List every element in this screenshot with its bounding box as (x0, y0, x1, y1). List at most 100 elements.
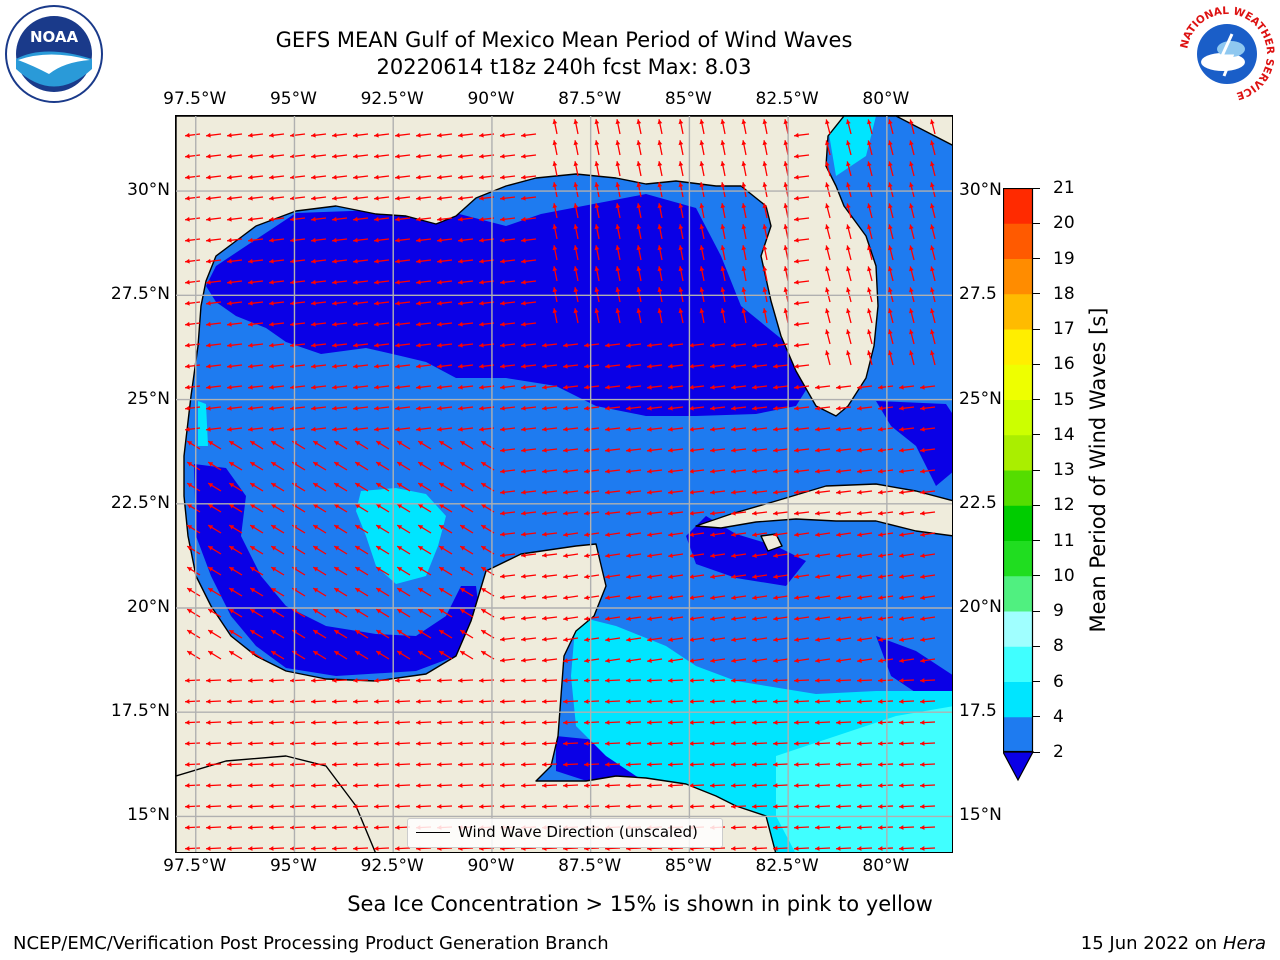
wind-arrow (458, 384, 474, 390)
wind-arrow (186, 566, 201, 576)
wind-arrow (605, 342, 621, 348)
wind-arrow (333, 545, 348, 555)
wind-arrow (562, 762, 579, 767)
wind-arrow (437, 153, 453, 159)
wind-arrow (678, 119, 684, 135)
wind-arrow (731, 595, 747, 600)
wind-arrow (668, 363, 684, 369)
wind-arrow (438, 461, 453, 471)
wind-arrow (206, 384, 222, 390)
wind-arrow (751, 762, 768, 767)
wind-arrow (584, 658, 600, 663)
wind-arrow (856, 720, 873, 725)
wind-arrow (563, 384, 579, 390)
wind-arrow (331, 678, 348, 683)
wind-arrow (773, 384, 789, 390)
wind-arrow (375, 629, 390, 639)
wind-arrow (417, 650, 432, 660)
colorbar-tick-label: 11 (1053, 530, 1075, 551)
wind-arrow (752, 447, 768, 453)
lat-tick-left: 17.5°N (110, 701, 170, 722)
wind-arrow (354, 461, 369, 471)
wind-arrow (563, 532, 579, 537)
wind-arrow (289, 762, 306, 767)
wind-arrow (930, 245, 936, 261)
wind-arrow (312, 587, 327, 597)
wind-arrow (520, 678, 537, 683)
wind-arrow (268, 699, 285, 704)
wind-arrow (573, 266, 579, 282)
wind-arrow (248, 174, 264, 180)
wind-arrow (459, 461, 474, 471)
colorbar-tick-label: 8 (1053, 636, 1064, 657)
wind-arrow (867, 350, 873, 366)
wind-arrow (626, 532, 642, 537)
wind-arrow (331, 783, 348, 788)
wind-arrow (815, 405, 831, 411)
colorbar-tick-label: 12 (1053, 495, 1075, 516)
wind-arrow (206, 426, 222, 432)
wind-arrow (899, 405, 915, 411)
wind-arrow (333, 524, 348, 534)
wind-arrow (689, 447, 705, 453)
wind-arrow (626, 553, 642, 558)
wind-arrow (731, 658, 747, 663)
wind-arrow (269, 384, 285, 390)
wind-arrow (752, 658, 768, 663)
wind-arrow (594, 119, 600, 135)
wind-arrow (836, 616, 852, 621)
wind-arrow (741, 161, 747, 177)
wind-arrow (521, 174, 537, 180)
wind-arrow (248, 384, 264, 390)
wind-arrow (226, 720, 243, 725)
wind-arrow (814, 741, 831, 746)
wind-arrow (857, 510, 873, 516)
wind-arrow (773, 342, 789, 348)
wind-arrow (333, 608, 348, 618)
wind-arrow (249, 587, 264, 597)
wind-arrow (793, 783, 810, 788)
land-mexico-south (176, 755, 376, 852)
wind-arrow (332, 174, 348, 180)
wind-arrow (794, 153, 810, 159)
wind-arrow (709, 762, 726, 767)
wind-arrow (594, 266, 600, 282)
wind-arrow (668, 510, 684, 516)
colorbar-block (1003, 681, 1033, 718)
wind-arrow (710, 658, 726, 663)
wind-arrow (310, 783, 327, 788)
wind-arrow (520, 762, 537, 767)
wind-arrow (520, 804, 537, 809)
wind-arrow (720, 182, 726, 198)
lon-tick-bottom: 92.5°W (360, 856, 424, 876)
wind-arrow (699, 266, 705, 282)
wind-arrow (773, 447, 789, 453)
wind-arrow (909, 182, 915, 198)
wind-arrow (657, 182, 663, 198)
wind-arrow (857, 384, 873, 390)
lon-tick-bottom: 90°W (467, 856, 515, 876)
lat-tick-right: 22.5 (959, 492, 997, 513)
wind-arrow (604, 699, 621, 704)
wind-arrow (709, 699, 726, 704)
wind-arrow (312, 650, 327, 660)
wind-arrow (353, 279, 369, 285)
wind-arrow (920, 574, 936, 579)
wind-arrow (867, 224, 873, 240)
wind-arrow (417, 461, 432, 471)
wind-arrow (248, 132, 264, 138)
wind-arrow (332, 300, 348, 306)
wind-arrow (228, 566, 243, 576)
wind-arrow (584, 468, 600, 474)
noaa-logo: NOAA (5, 5, 103, 103)
wind-arrow (542, 342, 558, 348)
colorbar-tick-mark (1033, 363, 1040, 365)
wind-arrow (332, 342, 348, 348)
wind-arrow (311, 384, 327, 390)
wind-arrow (835, 804, 852, 809)
wind-arrow (310, 699, 327, 704)
wind-arrow (396, 524, 411, 534)
wind-arrow (459, 440, 474, 450)
wind-arrow (604, 762, 621, 767)
wind-arrow (604, 783, 621, 788)
